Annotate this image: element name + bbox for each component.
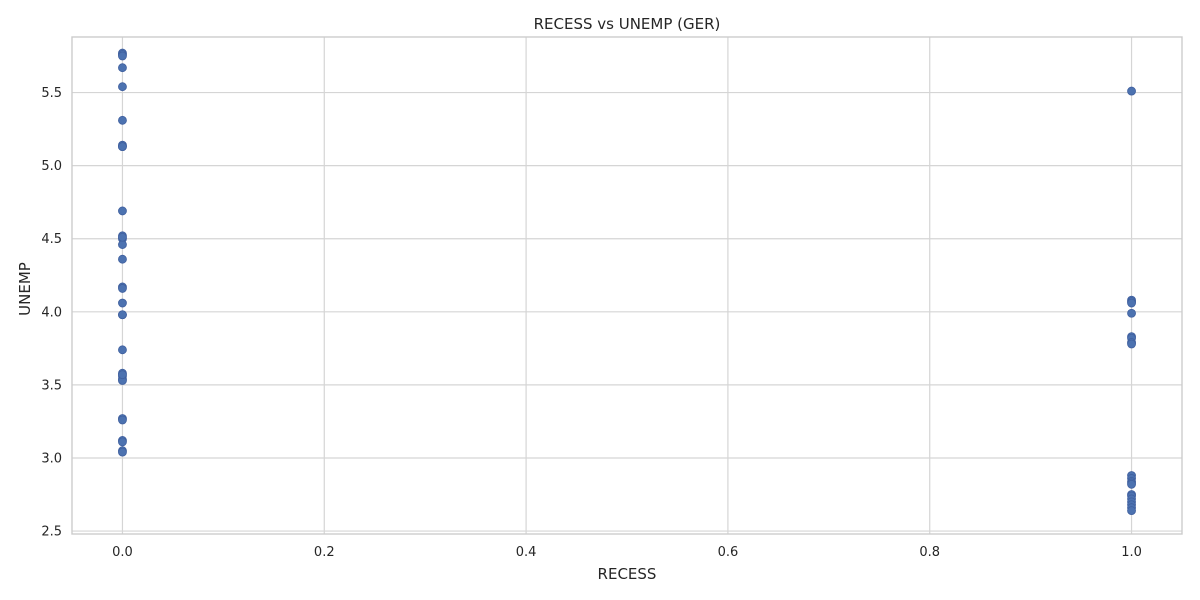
data-point: [118, 254, 127, 264]
data-point: [118, 447, 127, 457]
x-tick-label: 0.8: [919, 545, 940, 560]
data-point: [118, 415, 127, 425]
data-point: [118, 284, 127, 293]
y-tick-label: 3.0: [41, 451, 62, 466]
data-point: [118, 298, 127, 308]
data-points: [118, 48, 1136, 516]
data-point: [118, 345, 127, 355]
y-tick-label: 3.5: [41, 378, 62, 393]
data-point: [118, 232, 127, 242]
data-point: [118, 437, 127, 447]
x-tick-label: 0.4: [516, 545, 537, 560]
data-point: [1127, 298, 1136, 308]
x-tick-label: 0.0: [112, 545, 133, 560]
x-tick-label: 1.0: [1121, 545, 1142, 560]
data-point: [118, 63, 127, 73]
data-point: [118, 51, 127, 61]
data-point: [118, 82, 127, 92]
plot-area-frame: [71, 36, 1183, 535]
data-point: [118, 206, 127, 216]
data-point: [118, 115, 127, 125]
y-axis-label: UNEMP: [16, 262, 34, 316]
y-tick-label: 5.5: [41, 86, 62, 101]
data-point: [1127, 86, 1136, 96]
y-tick-label: 2.5: [41, 525, 62, 540]
data-point: [1127, 339, 1136, 349]
data-point: [118, 240, 127, 249]
x-tick-labels: 0.0 0.2 0.4 0.6 0.8 1.0: [112, 545, 1142, 560]
x-tick-label: 0.6: [718, 545, 739, 560]
x-axis-label: RECESS: [598, 565, 657, 583]
y-tick-label: 5.0: [41, 159, 62, 174]
y-tick-labels: 2.5 3.0 3.5 4.0 4.5 5.0 5.5: [41, 86, 62, 540]
data-point: [118, 142, 127, 152]
grid-lines: [72, 37, 1182, 534]
data-point: [1127, 308, 1136, 318]
x-tick-label: 0.2: [314, 545, 335, 560]
y-tick-label: 4.0: [41, 305, 62, 320]
data-point: [1127, 479, 1136, 489]
data-point: [118, 370, 127, 380]
data-point: [1127, 506, 1136, 516]
data-point: [118, 310, 127, 320]
y-tick-label: 4.5: [41, 232, 62, 247]
chart-title: RECESS vs UNEMP (GER): [534, 15, 721, 33]
